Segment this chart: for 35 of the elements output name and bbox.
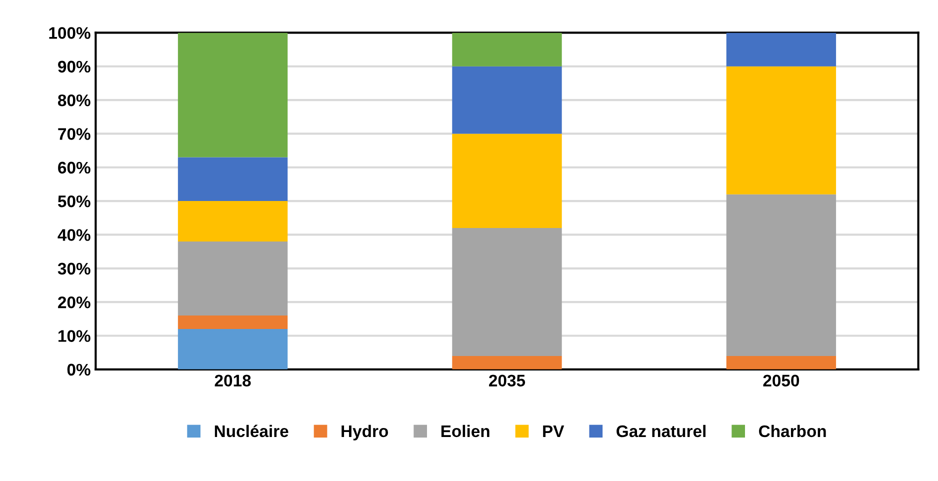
bar [452,228,562,356]
legend-label: Gaz naturel [616,424,706,438]
y-tick-label: 60% [58,162,90,174]
bar [178,201,288,242]
y-tick-label: 0% [67,364,90,376]
y-tick-label: 10% [58,330,90,342]
bar [178,157,288,202]
bar [178,329,288,370]
y-tick-label: 20% [58,296,90,308]
legend-label: Hydro [342,424,388,440]
bar [452,66,562,134]
y-tick-label: 80% [58,94,90,106]
x-tick-label: 2018 [214,374,251,387]
y-tick-label: 100% [49,27,90,39]
y-tick-label: 90% [58,60,90,73]
bar [178,241,288,316]
bar [452,32,562,66]
bar [178,316,288,330]
bar [726,356,836,370]
bar [452,134,562,228]
bar [178,32,288,158]
legend-label: Nucléaire [214,424,288,438]
y-tick-label: 30% [58,262,90,275]
legend-label: Charbon [759,424,826,438]
y-tick-label: 40% [58,229,90,241]
x-tick-label: 2050 [763,374,800,387]
legend-label: Eolien [441,424,490,438]
legend-label: PV [543,426,564,437]
bar [726,194,836,356]
bar [726,32,836,66]
bar [726,66,836,194]
x-tick-label: 2035 [489,374,526,387]
bar [452,356,562,370]
y-tick-label: 50% [58,195,90,208]
y-tick-label: 70% [58,128,90,140]
